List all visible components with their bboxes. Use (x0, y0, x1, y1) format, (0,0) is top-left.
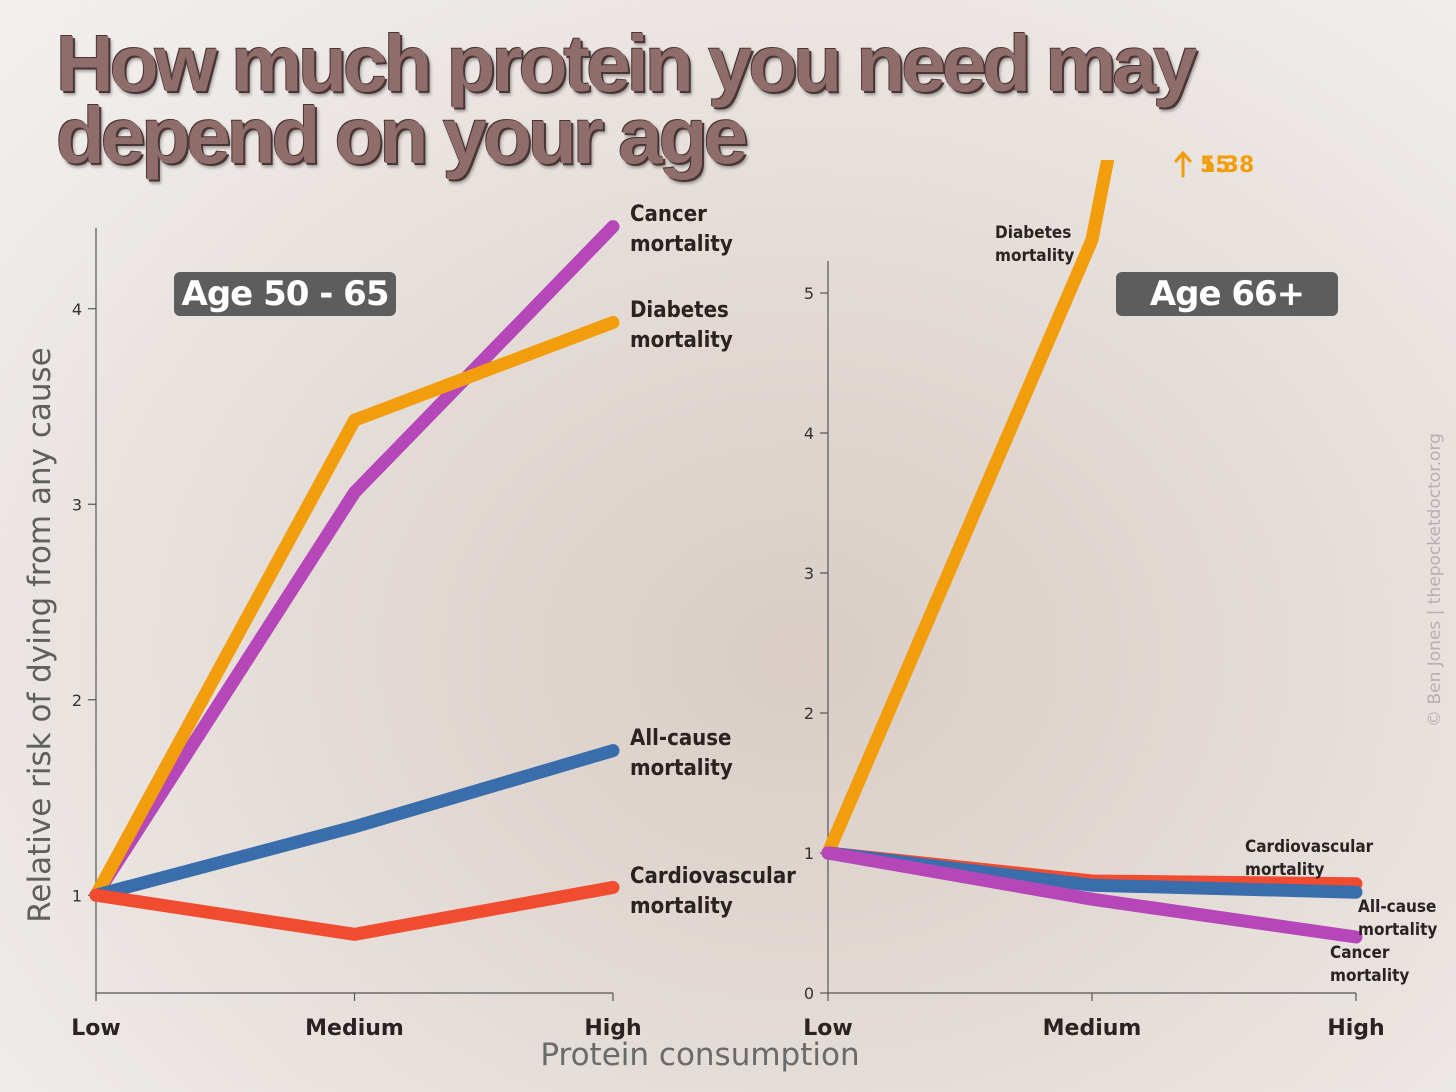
series-line (821, 160, 1115, 860)
y-axis-label: Relative risk of dying from any cause (22, 347, 58, 923)
series-line (89, 315, 620, 902)
series-label: Diabetes mortality (630, 298, 733, 353)
y-tick-label: 0 (804, 984, 814, 1003)
y-tick-label: 2 (72, 691, 82, 710)
data-label: 5.38 (1200, 153, 1254, 178)
x-tick-label: Medium (1043, 1016, 1142, 1041)
series-label: Cardiovascular mortality (630, 864, 796, 919)
series-label: All-cause mortality (1358, 897, 1438, 940)
panel-badge: Age 66+ (1116, 272, 1338, 316)
panel-badge: Age 50 - 65 (174, 272, 396, 316)
series-label: Cancer mortality (1330, 943, 1410, 986)
series-line (89, 220, 620, 902)
y-tick-label: 3 (72, 495, 82, 514)
x-tick-label: Low (71, 1016, 120, 1041)
series-line (821, 846, 1363, 944)
y-tick-label: 5 (804, 284, 814, 303)
series-line (89, 880, 620, 941)
series-label: All-cause mortality (630, 726, 733, 781)
y-tick-label: 1 (72, 886, 82, 905)
off-scale-arrow (1174, 150, 1192, 178)
y-tick-label: 1 (804, 844, 814, 863)
x-axis-label: Protein consumption (540, 1037, 860, 1073)
x-tick-label: High (1327, 1016, 1384, 1041)
series-label: Cardiovascular mortality (1245, 837, 1374, 880)
chart-title: How much protein you need may depend on … (56, 19, 1198, 180)
series-label: Diabetes mortality (995, 223, 1075, 266)
series-line (89, 744, 620, 902)
x-tick-label: Low (803, 1016, 852, 1041)
series-label: Cancer mortality (630, 202, 733, 257)
y-tick-label: 3 (804, 564, 814, 583)
y-tick-label: 4 (72, 300, 82, 319)
credit: © Ben Jones | thepocketdoctor.org (1425, 433, 1445, 727)
x-tick-label: High (584, 1016, 641, 1041)
x-tick-label: Medium (305, 1016, 404, 1041)
y-tick-label: 2 (804, 704, 814, 723)
data-label: 15 (1200, 153, 1231, 178)
y-tick-label: 4 (804, 424, 814, 443)
